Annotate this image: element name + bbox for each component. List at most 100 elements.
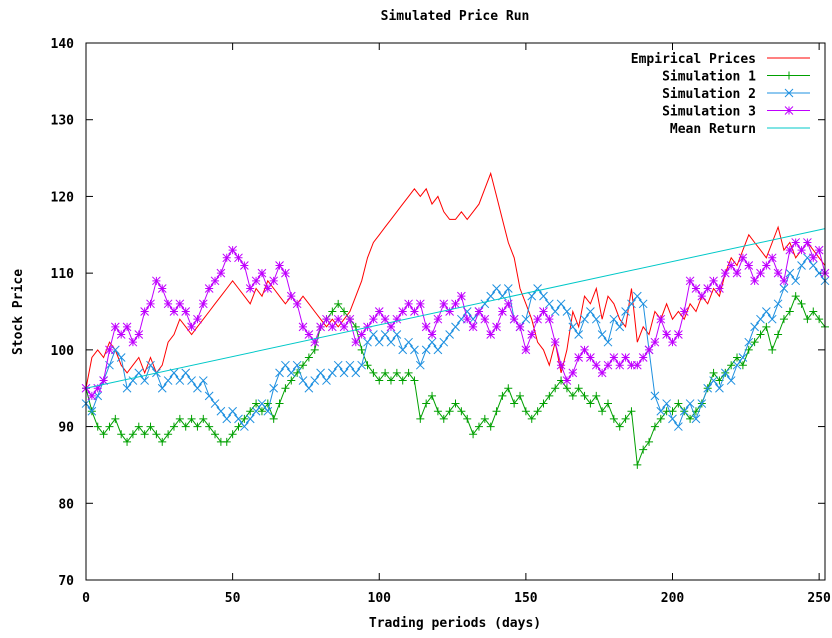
data-point-simulation-2 <box>615 322 625 332</box>
data-point-simulation-3 <box>527 330 537 339</box>
data-point-simulation-2 <box>439 337 449 347</box>
data-point-simulation-3 <box>110 322 120 332</box>
data-point-simulation-2 <box>808 261 818 270</box>
data-point-simulation-3 <box>797 245 806 255</box>
data-point-simulation-3 <box>539 307 548 316</box>
legend-entry-simulation-1: Simulation 1 <box>662 70 810 85</box>
data-point-simulation-3 <box>193 314 202 324</box>
data-point-simulation-3 <box>621 353 630 362</box>
data-point-simulation-2 <box>486 291 496 301</box>
data-point-simulation-2 <box>674 422 683 431</box>
data-point-simulation-3 <box>679 307 689 316</box>
data-point-simulation-1 <box>287 376 296 385</box>
data-point-simulation-2 <box>580 314 589 324</box>
data-point-simulation-2 <box>544 299 554 309</box>
data-point-simulation-3 <box>152 276 161 286</box>
data-point-simulation-1 <box>504 384 513 393</box>
data-point-simulation-3 <box>433 314 443 324</box>
data-point-simulation-3 <box>656 314 666 324</box>
data-point-simulation-3 <box>240 261 249 270</box>
legend-entry-simulation-2: Simulation 2 <box>662 87 810 102</box>
data-point-simulation-2 <box>779 284 789 293</box>
data-point-simulation-3 <box>697 291 707 301</box>
data-point-simulation-3 <box>451 299 460 309</box>
data-point-simulation-2 <box>427 337 437 347</box>
data-point-simulation-3 <box>251 276 261 286</box>
data-point-simulation-3 <box>93 383 103 393</box>
data-point-simulation-2 <box>245 414 255 424</box>
data-point-simulation-2 <box>433 345 443 355</box>
data-point-simulation-3 <box>210 276 220 286</box>
data-point-simulation-2 <box>627 299 636 309</box>
data-point-simulation-1 <box>603 399 612 408</box>
data-point-simulation-2 <box>157 383 167 393</box>
data-point-simulation-1 <box>93 422 102 431</box>
data-point-simulation-3 <box>275 261 284 270</box>
data-point-simulation-3 <box>169 307 179 316</box>
data-point-simulation-2 <box>732 360 742 370</box>
y-tick-label: 130 <box>51 114 75 129</box>
data-point-simulation-1 <box>117 430 126 439</box>
data-point-simulation-3 <box>615 360 625 370</box>
data-point-simulation-1 <box>240 414 249 423</box>
data-point-simulation-1 <box>381 368 390 377</box>
data-point-simulation-2 <box>410 345 419 355</box>
data-point-simulation-1 <box>363 361 372 370</box>
data-point-simulation-1 <box>199 414 208 423</box>
data-point-simulation-1 <box>539 399 548 408</box>
data-point-simulation-1 <box>627 407 636 416</box>
data-point-simulation-2 <box>187 376 196 385</box>
data-point-simulation-2 <box>204 391 214 401</box>
data-point-simulation-2 <box>709 376 718 385</box>
data-point-simulation-3 <box>767 253 777 263</box>
data-point-simulation-1 <box>228 430 237 439</box>
data-point-simulation-1 <box>281 384 290 393</box>
series-line-mean-return <box>85 228 826 389</box>
data-point-simulation-2 <box>140 376 150 385</box>
data-point-simulation-1 <box>134 422 143 431</box>
data-point-simulation-2 <box>562 307 572 316</box>
data-point-simulation-3 <box>761 261 771 270</box>
data-point-simulation-1 <box>774 330 783 339</box>
data-point-simulation-3 <box>439 299 449 309</box>
data-point-simulation-2 <box>292 360 302 370</box>
data-point-simulation-1 <box>175 414 184 423</box>
data-point-simulation-2 <box>310 376 320 385</box>
data-point-simulation-3 <box>586 353 595 362</box>
data-point-simulation-1 <box>633 460 642 469</box>
series-simulation-3 <box>81 238 830 401</box>
legend-entry-empirical-prices: Empirical Prices <box>631 52 810 67</box>
data-point-simulation-1 <box>205 422 214 431</box>
data-point-simulation-2 <box>738 353 748 362</box>
series-simulation-1 <box>82 292 829 469</box>
data-point-simulation-3 <box>773 268 783 278</box>
data-point-simulation-3 <box>187 322 196 332</box>
data-point-simulation-2 <box>591 314 601 324</box>
data-point-simulation-3 <box>286 291 296 301</box>
data-point-simulation-1 <box>709 368 718 377</box>
data-point-simulation-1 <box>469 430 478 439</box>
data-point-simulation-2 <box>621 307 630 316</box>
data-point-simulation-3 <box>445 307 454 316</box>
data-point-simulation-2 <box>521 314 531 324</box>
data-point-simulation-2 <box>574 330 584 339</box>
data-point-simulation-3 <box>627 360 636 370</box>
data-point-simulation-1 <box>463 414 472 423</box>
data-point-simulation-2 <box>720 368 730 378</box>
legend-entry-mean-return: Mean Return <box>670 122 810 137</box>
data-point-simulation-2 <box>503 284 513 293</box>
data-point-simulation-3 <box>791 238 801 247</box>
data-point-simulation-1 <box>152 430 161 439</box>
y-tick-label: 100 <box>51 344 75 359</box>
data-point-simulation-3 <box>322 314 331 324</box>
data-point-simulation-1 <box>164 430 173 439</box>
data-point-simulation-1 <box>656 414 665 423</box>
data-point-simulation-1 <box>674 399 683 408</box>
data-point-simulation-1 <box>222 437 231 446</box>
data-point-simulation-3 <box>644 345 654 355</box>
data-point-simulation-3 <box>779 276 789 286</box>
data-point-simulation-3 <box>468 322 478 332</box>
data-point-simulation-1 <box>492 407 501 416</box>
y-tick-label: 120 <box>51 190 75 205</box>
data-point-simulation-3 <box>756 268 765 278</box>
